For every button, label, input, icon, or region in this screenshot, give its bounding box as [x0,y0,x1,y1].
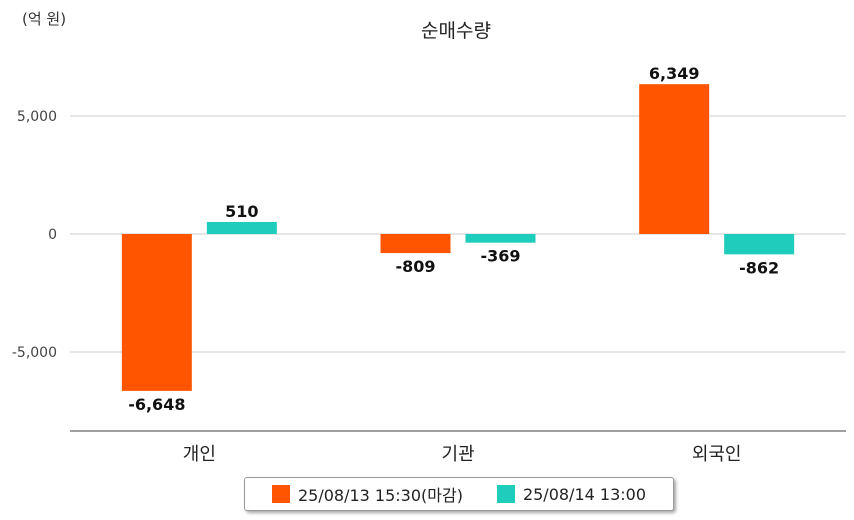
unit-label: (억 원) [22,10,66,28]
y-tick-label: 0 [48,227,57,243]
legend-item-series-1[interactable]: 25/08/13 15:30(마감) [271,482,463,506]
data-label: -6,648 [128,395,185,414]
data-labels: -6,648 510 -809 -369 6,349 -862 [128,64,779,414]
data-label: 510 [225,202,258,221]
bar[interactable] [639,84,710,234]
legend-label-series-1: 25/08/13 15:30(마감) [297,486,463,505]
category-label: 외국인 [692,444,742,465]
category-labels: 개인 기관 외국인 [183,444,742,465]
bar[interactable] [724,234,795,255]
bar[interactable] [206,221,277,234]
category-label: 기관 [441,444,474,465]
legend-label-series-2: 25/08/14 13:00 [522,484,646,504]
bar[interactable] [380,234,451,254]
data-label: -809 [395,257,435,276]
legend-item-series-2[interactable]: 25/08/14 13:00 [496,484,646,504]
y-tick-label: 5,000 [17,109,57,125]
data-label: -369 [480,247,520,266]
data-label: 6,349 [649,64,700,83]
legend-swatch-series-1 [271,485,290,503]
chart-title: 순매수량 [421,20,491,42]
legend: 25/08/13 15:30(마감) 25/08/14 13:00 [244,477,674,511]
bars [121,84,795,391]
gridlines: 5,000 0 -5,000 [12,109,846,361]
data-label: -862 [739,258,779,277]
y-tick-label: -5,000 [12,345,57,361]
bar[interactable] [465,234,536,243]
category-label: 개인 [183,444,216,465]
legend-swatch-series-2 [496,485,515,503]
bar[interactable] [121,234,192,391]
